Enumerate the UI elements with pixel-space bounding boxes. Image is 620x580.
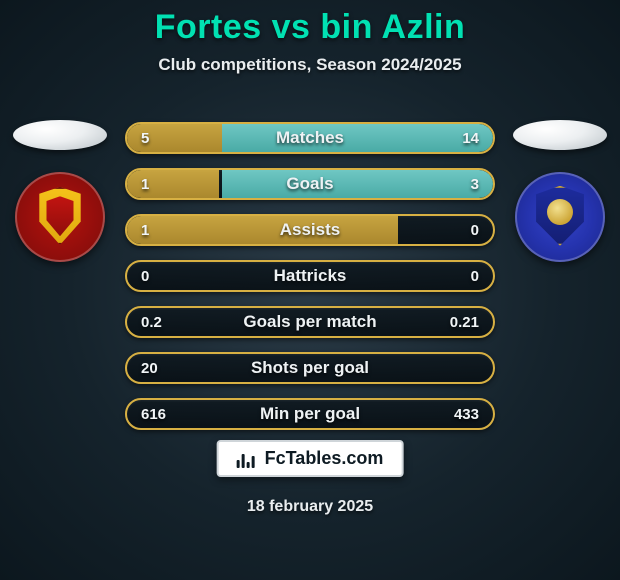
stat-row: 13Goals	[125, 168, 495, 200]
stat-value-right: 0	[471, 262, 479, 290]
stat-fill-right	[222, 124, 493, 152]
player-right-placeholder-icon	[513, 120, 607, 150]
stat-value-right: 0	[471, 216, 479, 244]
stat-label: Hattricks	[127, 262, 493, 290]
stat-row: 20Shots per goal	[125, 352, 495, 384]
brand-text: FcTables.com	[265, 448, 384, 469]
card-title: Fortes vs bin Azlin	[0, 0, 620, 47]
stat-row: 514Matches	[125, 122, 495, 154]
stat-row: 10Assists	[125, 214, 495, 246]
stat-value-left: 0.2	[141, 308, 162, 336]
stat-label: Goals per match	[127, 308, 493, 336]
player-left-placeholder-icon	[13, 120, 107, 150]
right-side	[510, 120, 610, 262]
stat-label: Min per goal	[127, 400, 493, 428]
stat-fill-left	[127, 124, 222, 152]
stat-value-left: 616	[141, 400, 166, 428]
card-date: 18 february 2025	[0, 498, 620, 516]
card-subtitle: Club competitions, Season 2024/2025	[0, 55, 620, 75]
stat-value-left: 0	[141, 262, 149, 290]
stat-row: 0 0Hattricks	[125, 260, 495, 292]
stat-row: 0.2 0.21Goals per match	[125, 306, 495, 338]
stat-label: Shots per goal	[127, 354, 493, 382]
stat-bars: 514Matches13Goals10Assists00Hattricks0.2…	[125, 122, 495, 430]
stat-value-right: 0.21	[450, 308, 479, 336]
stat-value-right: 433	[454, 400, 479, 428]
left-side	[10, 120, 110, 262]
stat-fill-right	[222, 170, 493, 198]
stat-value-left: 20	[141, 354, 158, 382]
brand-badge: FcTables.com	[217, 440, 404, 477]
stat-fill-left	[127, 216, 398, 244]
comparison-card: Fortes vs bin Azlin Club competitions, S…	[0, 0, 620, 580]
club-crest-right-icon	[515, 172, 605, 262]
stat-fill-left	[127, 170, 219, 198]
brand-chart-icon	[237, 450, 257, 468]
club-crest-left-icon	[15, 172, 105, 262]
stat-row: 616 433Min per goal	[125, 398, 495, 430]
